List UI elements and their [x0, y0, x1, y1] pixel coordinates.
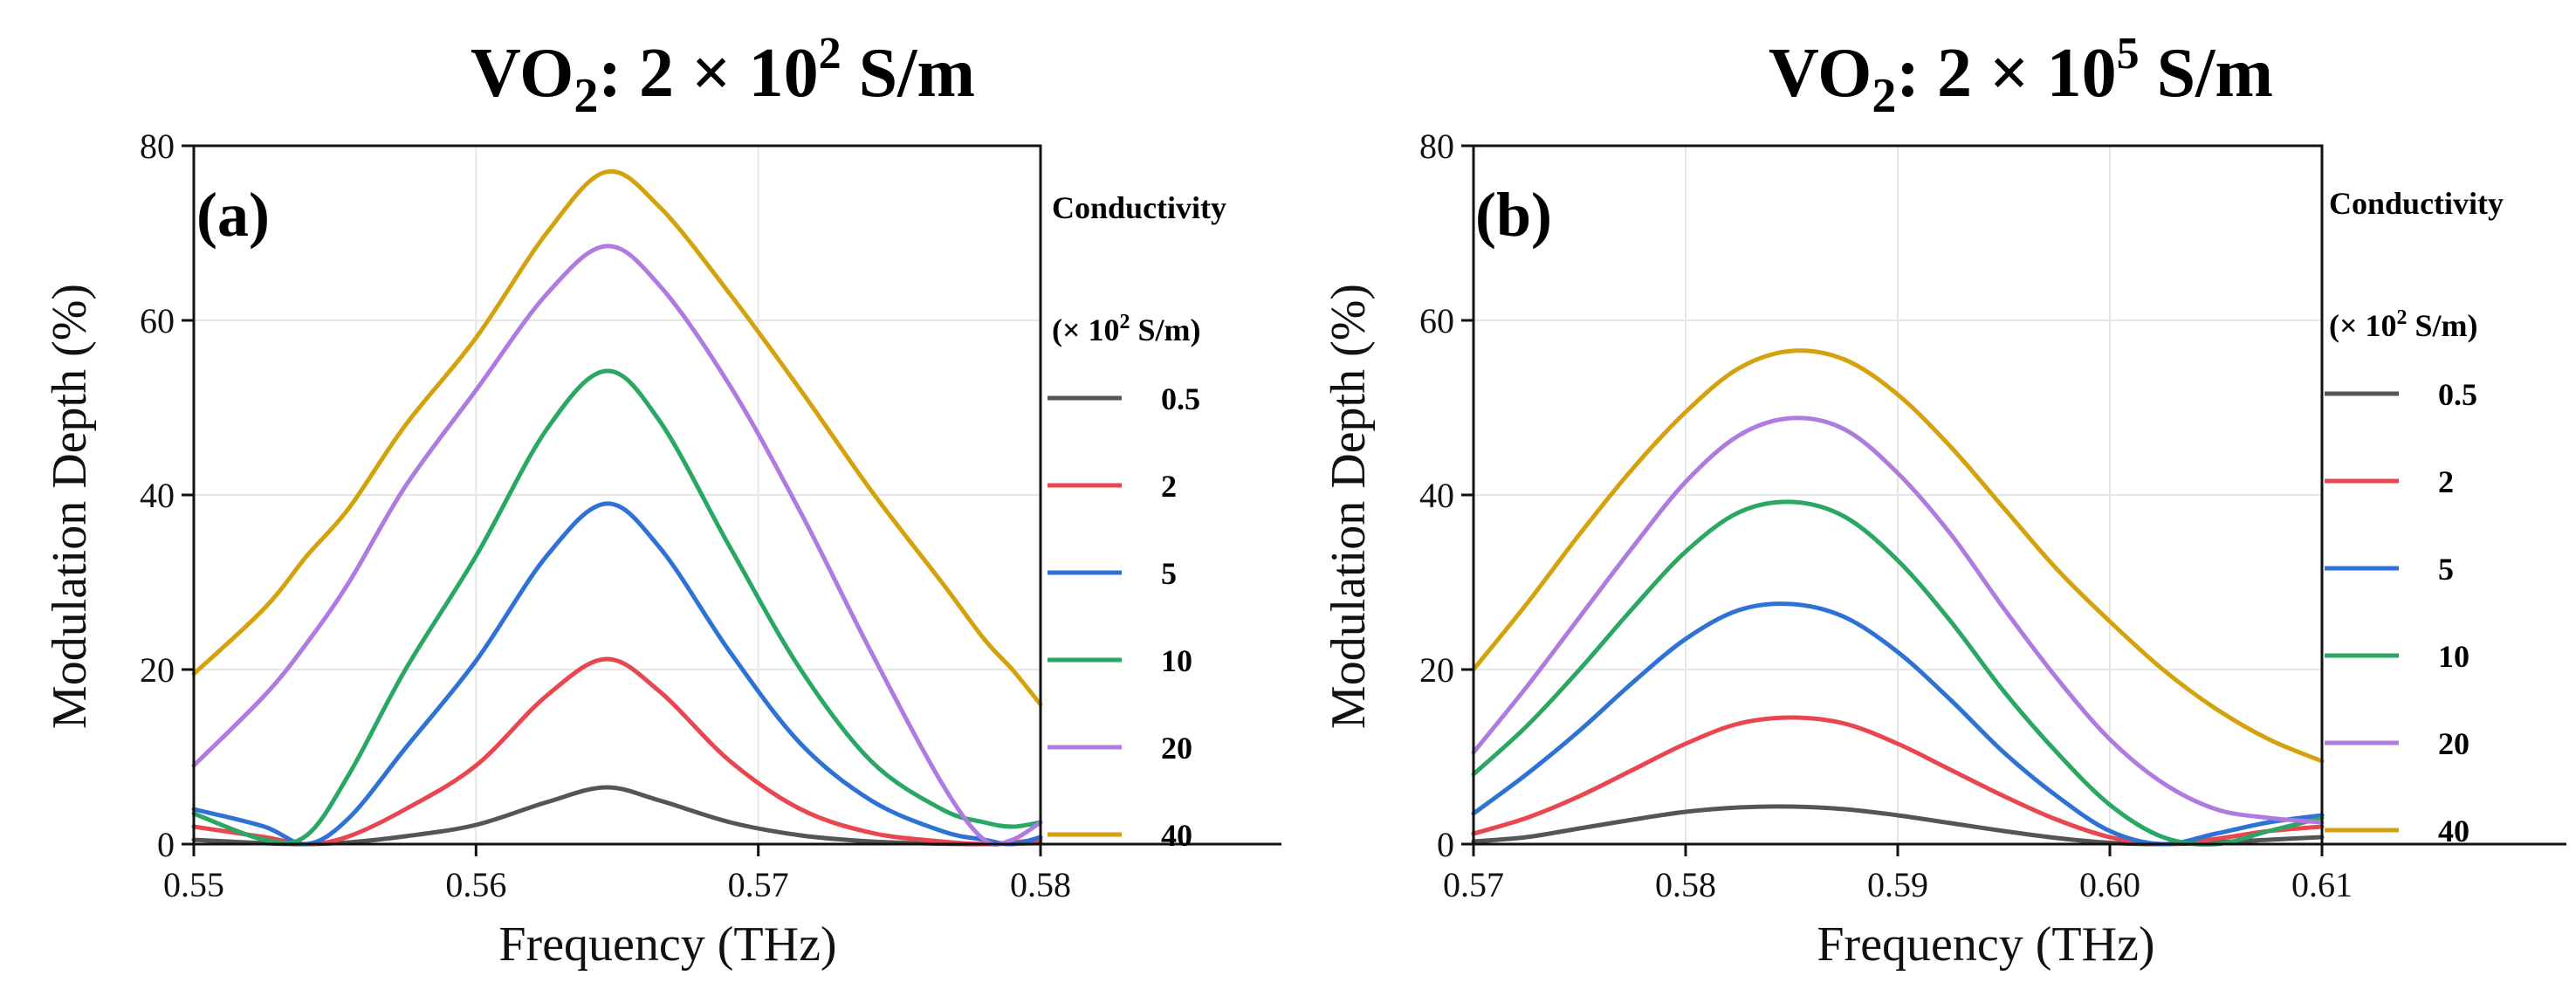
- panel-a-x-tick-label: 0.58: [1010, 865, 1071, 904]
- panel-a-series-20: [191, 244, 1043, 848]
- panel-b-chart: VO2: 2 × 105 S/m 0 20 40 60 80 0.57 0.58 0.59 0.…: [1322, 29, 2566, 972]
- panel-b-legend-label-2: 2: [2438, 464, 2454, 499]
- panel-b-series-40: [1471, 348, 2325, 764]
- panel-a-legend-label-2: 2: [1161, 469, 1177, 504]
- panel-a-legend-label-5: 5: [1161, 556, 1177, 591]
- panel-a-legend: Conductivity (× 102 S/m) 0.5 2 5 10 20 40: [1048, 190, 1226, 853]
- panel-b-legend: Conductivity (× 102 S/m) 0.5 2 5 10 20 40: [2325, 186, 2504, 848]
- panel-b-legend-label-5: 5: [2438, 552, 2454, 587]
- panel-a-title: VO2: 2 × 102 S/m: [471, 29, 975, 123]
- panel-b-x-tick-label: 0.57: [1443, 865, 1504, 904]
- panel-b-tag: (b): [1475, 180, 1552, 250]
- panel-a-y-tick-label: 0: [157, 825, 175, 864]
- panel-a-y-tick-label: 40: [140, 476, 175, 515]
- panel-a-y-axis-label: Modulation Depth (%): [43, 284, 97, 729]
- panel-a-series-10: [191, 368, 1043, 846]
- panel-a-legend-label-10: 10: [1161, 643, 1192, 678]
- panel-b-legend-label-20: 20: [2438, 726, 2470, 761]
- panel-a-x-tick-label: 0.56: [445, 865, 506, 904]
- panel-a-x-axis-label: Frequency (THz): [498, 917, 836, 972]
- panel-b-series-10: [1471, 499, 2325, 847]
- panel-b-y-tick-label: 60: [1419, 301, 1454, 340]
- panel-a-legend-label-40: 40: [1161, 818, 1192, 853]
- panel-b-y-tick-label: 20: [1419, 650, 1454, 690]
- panel-a-legend-unit: (× 102 S/m): [1052, 311, 1201, 347]
- panel-a-x-tick-label: 0.55: [163, 865, 224, 904]
- panel-a-y-tick-label: 60: [140, 301, 175, 340]
- panel-b-legend-label-10: 10: [2438, 639, 2470, 674]
- panel-b-x-tick-label: 0.59: [1867, 865, 1928, 904]
- panel-b-y-axis-label: Modulation Depth (%): [1322, 284, 1376, 729]
- panel-b-x-tick-label: 0.61: [2291, 865, 2353, 904]
- panel-a-x-tick-label: 0.57: [728, 865, 789, 904]
- panel-b-legend-title: Conductivity: [2329, 186, 2504, 221]
- panel-a-series-5: [191, 501, 1043, 847]
- panel-b-x-axis-label: Frequency (THz): [1817, 917, 2154, 972]
- panel-b-y-tick-label: 0: [1437, 825, 1454, 864]
- panel-b-x-tick-label: 0.58: [1655, 865, 1716, 904]
- panel-b-x-tick-label: 0.60: [2079, 865, 2140, 904]
- panel-a-legend-label-20: 20: [1161, 731, 1192, 766]
- panel-a-y-tick-label: 80: [140, 127, 175, 166]
- panel-a-legend-label-0-5: 0.5: [1161, 381, 1200, 416]
- panel-b-legend-label-40: 40: [2438, 814, 2470, 848]
- panel-b-legend-label-0-5: 0.5: [2438, 377, 2477, 412]
- panel-a-legend-title: Conductivity: [1052, 190, 1226, 225]
- panel-b-series-20: [1471, 416, 2325, 825]
- panel-b-y-tick-label: 40: [1419, 476, 1454, 515]
- panel-a-series-2: [191, 656, 1043, 847]
- panel-b-legend-unit: (× 102 S/m): [2329, 306, 2478, 343]
- panel-b-plot: 0 20 40 60 80 0.57 0.58 0.59 0.60 0.61: [1419, 127, 2566, 904]
- panel-a-y-tick-label: 20: [140, 650, 175, 690]
- panel-a-series-40: [191, 168, 1043, 707]
- panel-b-title: VO2: 2 × 105 S/m: [1769, 29, 2273, 123]
- panel-a-tag: (a): [196, 180, 270, 250]
- panel-b-y-tick-label: 80: [1419, 127, 1454, 166]
